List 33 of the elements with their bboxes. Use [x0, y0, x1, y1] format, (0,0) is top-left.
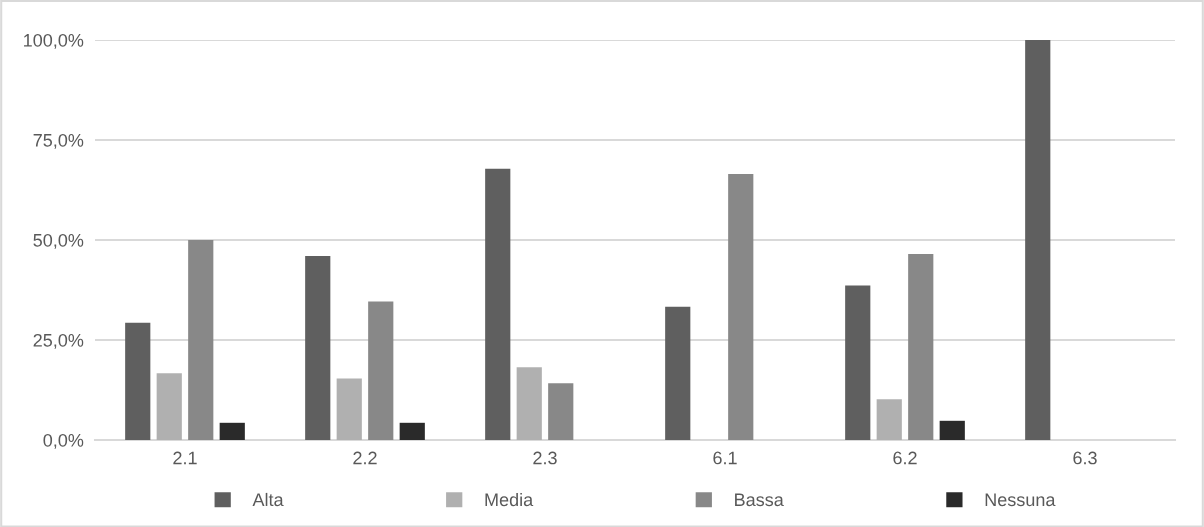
bar: [125, 322, 151, 440]
legend-label: Bassa: [735, 493, 784, 507]
bar: [665, 306, 691, 440]
x-tick-label: 2.1: [173, 451, 197, 465]
legend-label: Nessuna: [985, 493, 1056, 507]
legend-label: Alta: [252, 492, 284, 507]
bar: [939, 420, 965, 440]
bar: [156, 373, 182, 440]
bar: [368, 301, 394, 440]
bar: [399, 422, 425, 440]
x-tick-label: 2.3: [533, 451, 557, 465]
x-tick-label: 6.1: [713, 451, 737, 465]
bar: [219, 422, 245, 440]
y-tick-label: 50,0%: [33, 233, 84, 249]
bar: [908, 254, 934, 440]
bar: [188, 240, 214, 440]
bar: [305, 256, 331, 440]
y-tick-label: 25,0%: [33, 333, 84, 349]
legend-label: Media: [485, 492, 534, 507]
y-tick-label: 100,0%: [24, 33, 84, 49]
bar: [516, 367, 542, 440]
bar: [728, 174, 754, 440]
bar: [1025, 40, 1051, 440]
y-tick-label: 0,0%: [43, 433, 84, 449]
y-tick-label: 75,0%: [33, 133, 84, 149]
bar: [845, 285, 871, 440]
bar: [336, 378, 362, 440]
x-tick-label: 2.2: [353, 451, 377, 465]
x-tick-label: 6.2: [893, 451, 917, 465]
bar: [485, 168, 511, 440]
x-tick-label: 6.3: [1073, 451, 1097, 465]
bar: [548, 383, 574, 440]
bar: [876, 399, 902, 440]
